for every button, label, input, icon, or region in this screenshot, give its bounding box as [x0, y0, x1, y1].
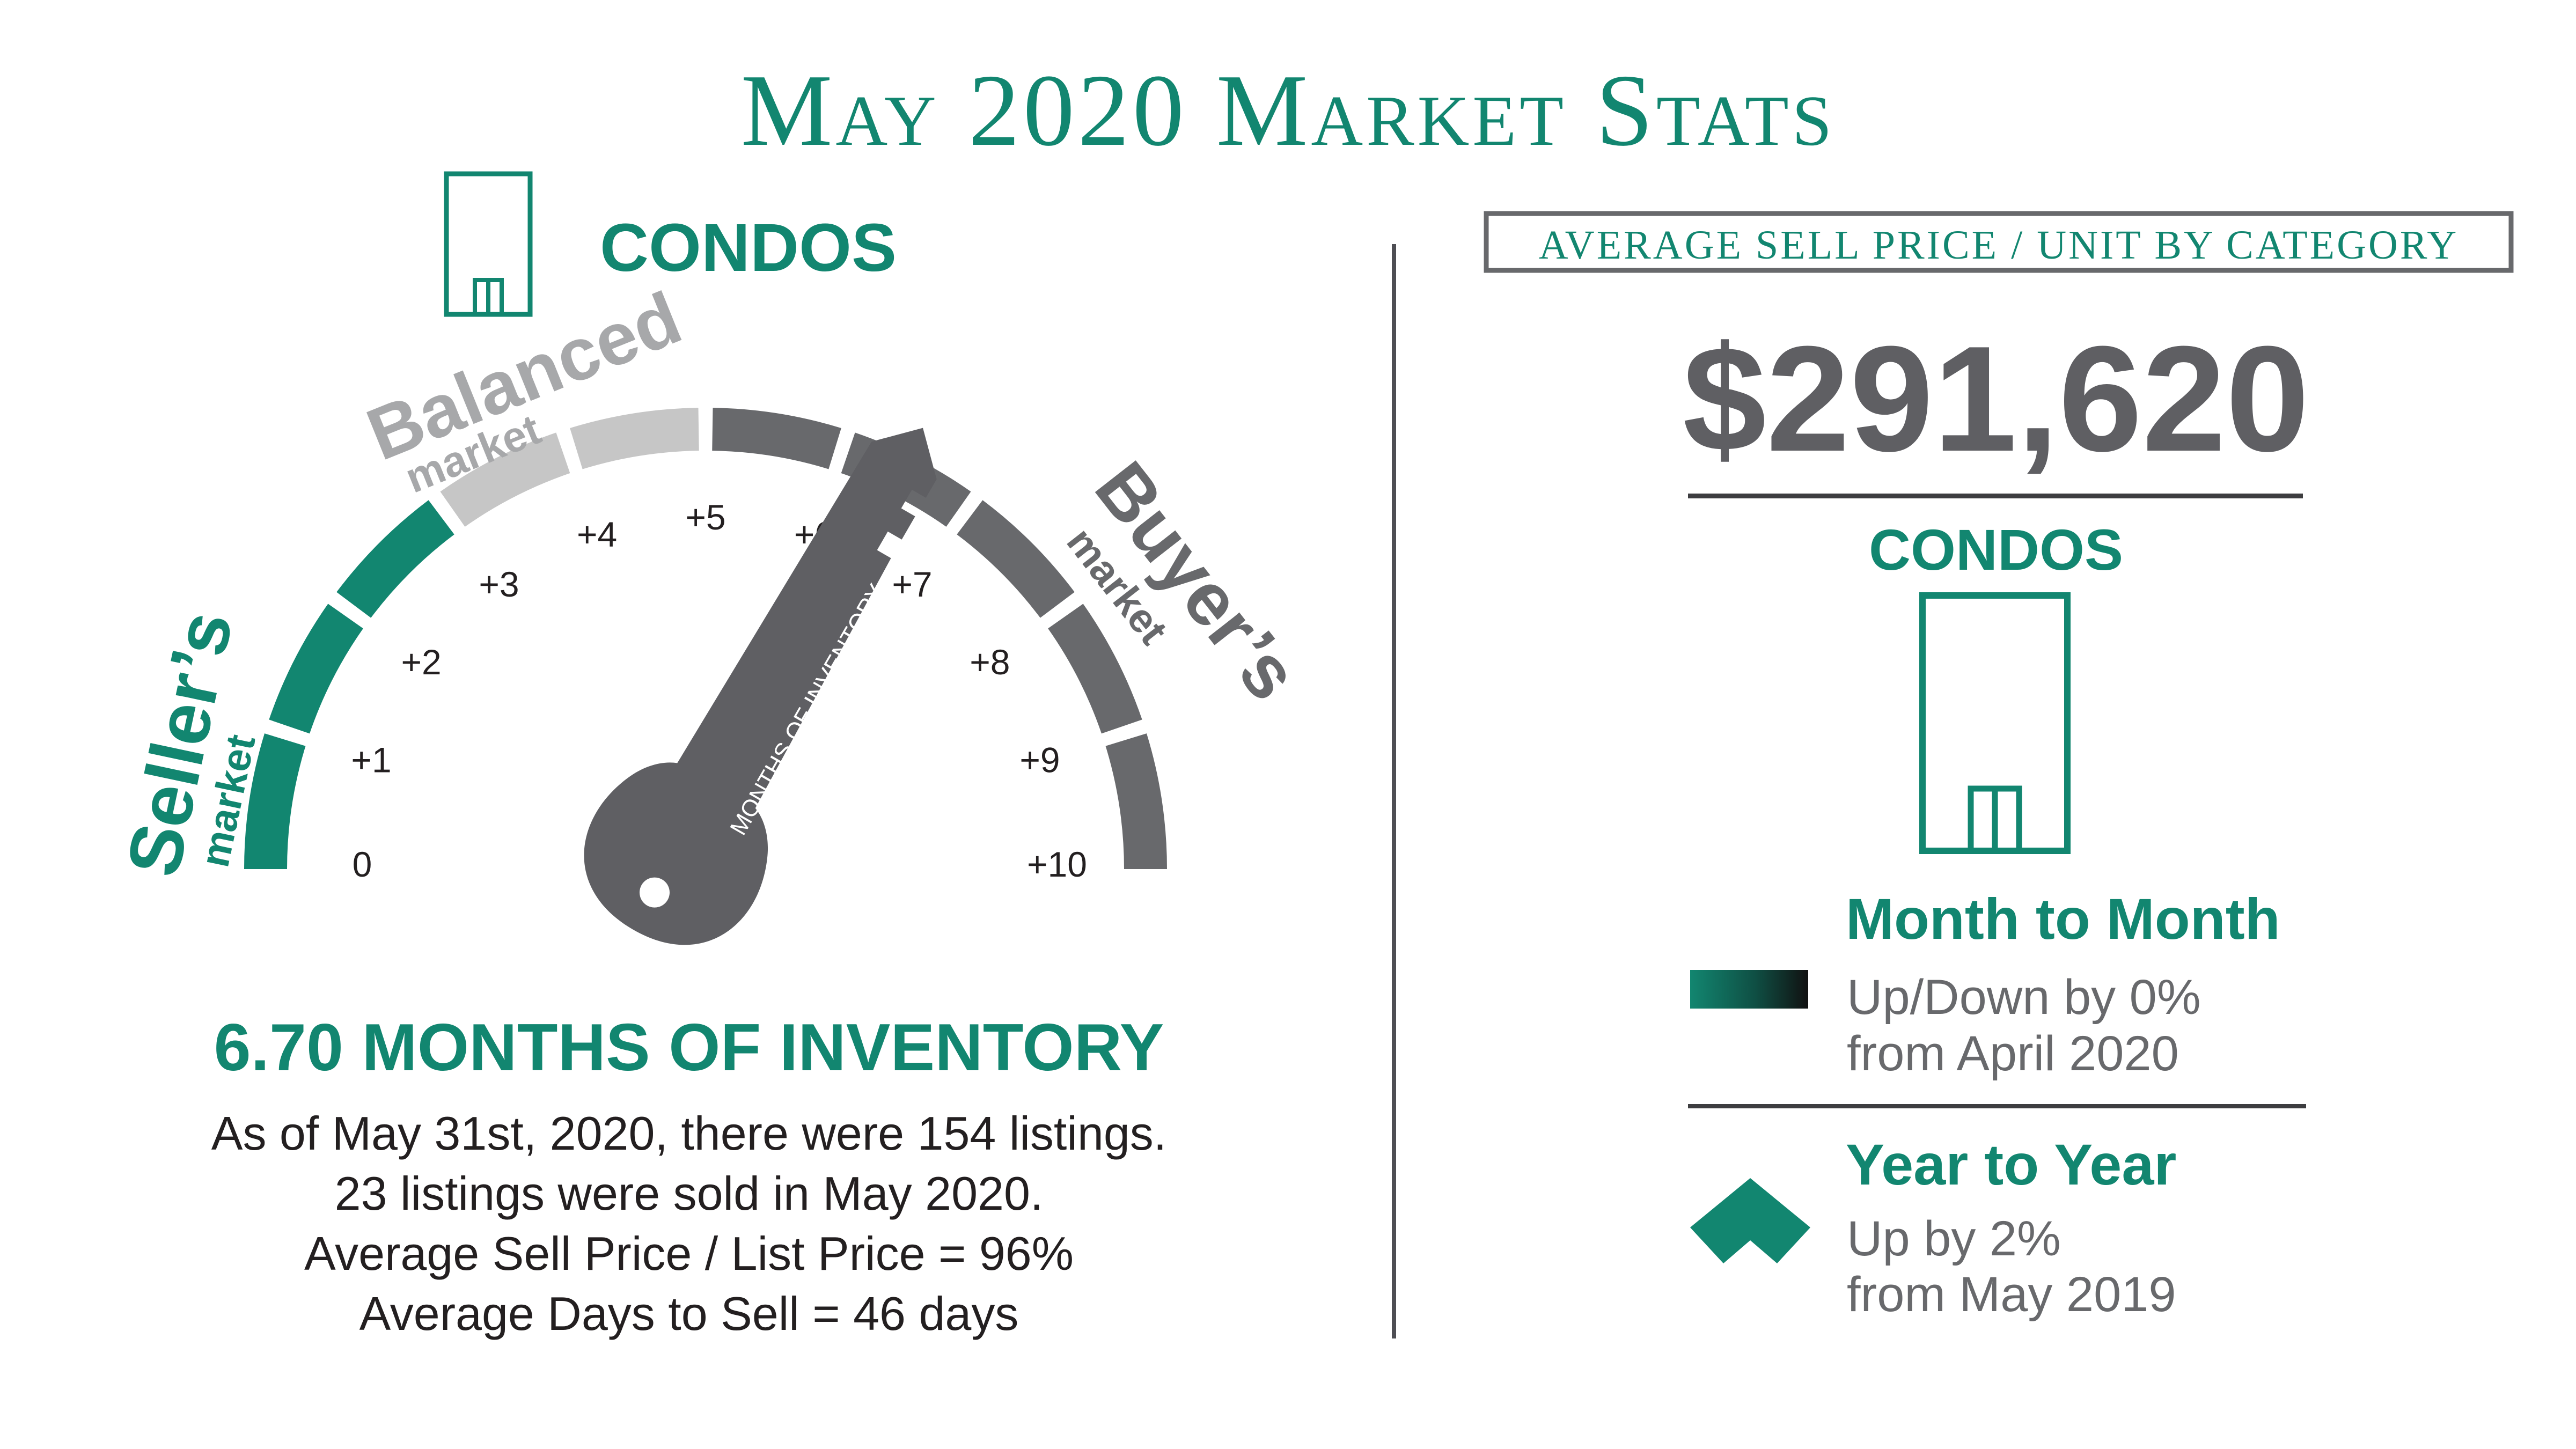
month-to-month-period: from April 2020: [1847, 1026, 2179, 1081]
stat-line-sold: 23 listings were sold in May 2020.: [335, 1167, 1044, 1220]
up-chevron-icon: [1690, 1178, 1810, 1263]
month-to-month-heading: Month to Month: [1846, 886, 2280, 951]
gauge-scale-label: +1: [351, 740, 391, 780]
vertical-divider: [1392, 244, 1396, 1338]
category-box: [1484, 211, 2514, 273]
gauge-scale-label: +2: [401, 642, 441, 682]
gauge-scale-label: +3: [479, 564, 519, 604]
stat-line-price-ratio: Average Sell Price / List Price = 96%: [304, 1227, 1074, 1280]
gauge-segment-buyer: [1048, 604, 1142, 734]
stat-line-listings: As of May 31st, 2020, there were 154 lis…: [211, 1107, 1167, 1160]
gauge-segment-buyer: [1105, 733, 1167, 869]
gauge-scale-label: +8: [970, 642, 1010, 682]
gauge-segment-buyer: [712, 408, 841, 469]
gauge-scale-label: +5: [685, 497, 725, 537]
year-to-year-period: from May 2019: [1847, 1267, 2176, 1322]
neutral-bar-icon: [1690, 970, 1808, 1009]
category-label-left: CONDOS: [600, 210, 897, 285]
gauge-scale-label: +7: [892, 564, 932, 604]
gauge-scale-label: +9: [1019, 740, 1060, 780]
category-label-right: CONDOS: [1869, 517, 2123, 582]
average-price: $291,620: [1683, 315, 2309, 483]
key-icon: [584, 428, 937, 945]
gauge-segment-balanced: [570, 408, 699, 469]
gauge-scale-label: +4: [577, 514, 617, 554]
gauge-scale-label: 0: [353, 844, 372, 884]
stat-line-days-to-sell: Average Days to Sell = 46 days: [359, 1287, 1019, 1340]
inventory-heading: 6.70 MONTHS OF INVENTORY: [214, 1011, 1164, 1085]
month-to-month-change: Up/Down by 0%: [1847, 970, 2201, 1025]
gauge-segment-seller: [269, 604, 363, 734]
gauge-segment-balanced: [440, 432, 570, 527]
gauge-segment-seller: [244, 733, 306, 869]
year-to-year-change: Up by 2%: [1847, 1211, 2061, 1266]
section-divider: [1688, 1104, 2306, 1108]
gauge-segment-seller: [336, 500, 454, 618]
year-to-year-heading: Year to Year: [1846, 1132, 2176, 1197]
gauge-segment-buyer: [957, 500, 1075, 618]
box-title: AVERAGE SELL PRICE / UNIT BY CATEGORY: [1539, 223, 2459, 268]
page-title: May 2020 Market Stats: [740, 53, 1836, 167]
gauge-scale-label: +10: [1027, 844, 1087, 884]
price-underline: [1688, 494, 2303, 498]
condo-building-icon: [444, 171, 533, 317]
condo-building-icon: [1919, 592, 2071, 854]
